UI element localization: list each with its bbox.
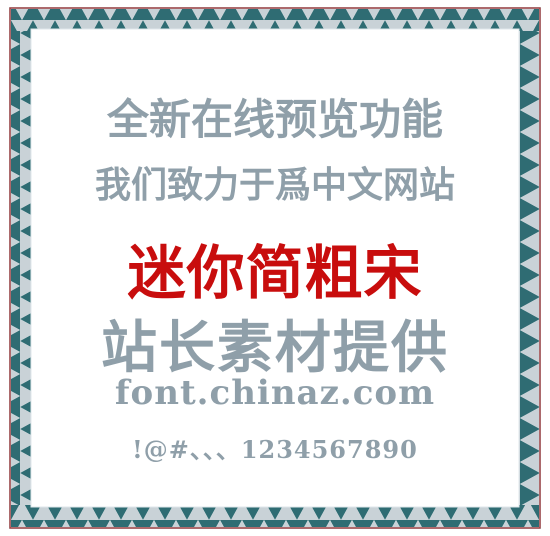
preview-line-4: 站长素材提供 (101, 315, 449, 381)
font-name-title: 迷你简粗宋 (127, 239, 423, 307)
preview-line-1: 全新在线预览功能 (106, 95, 443, 144)
sample-characters: !@#、、、1234567890 (132, 435, 418, 464)
font-preview-content: 全新在线预览功能 我们致力于爲中文网站 迷你简粗宋 站长素材提供 font.ch… (40, 28, 510, 508)
site-domain-text: font.chinaz.com (114, 373, 436, 413)
preview-line-2: 我们致力于爲中文网站 (94, 164, 455, 206)
